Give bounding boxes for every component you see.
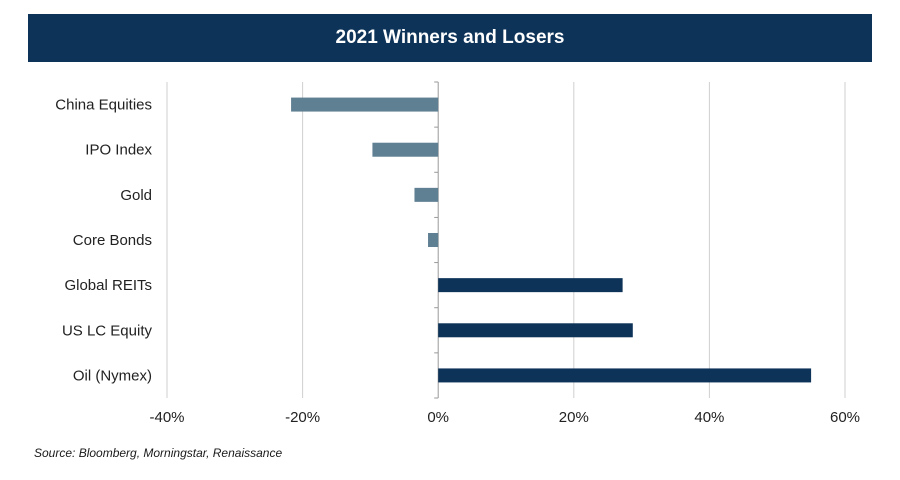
category-label: US LC Equity: [62, 322, 153, 339]
bar: [438, 323, 633, 338]
title-bar: 2021 Winners and Losers: [28, 14, 872, 62]
source-note: Source: Bloomberg, Morningstar, Renaissa…: [34, 446, 283, 460]
bar: [291, 97, 439, 112]
x-tick-label: -40%: [149, 409, 184, 426]
category-label: Core Bonds: [73, 232, 152, 249]
x-tick-label: 60%: [830, 409, 860, 426]
bar: [372, 142, 439, 157]
category-label: China Equities: [55, 97, 152, 114]
x-tick-label: 40%: [694, 409, 724, 426]
bar: [438, 278, 623, 293]
bar: [414, 187, 439, 202]
x-tick-label: 20%: [559, 409, 589, 426]
category-label: IPO Index: [85, 142, 152, 159]
x-tick-label: 0%: [427, 409, 449, 426]
category-label: Gold: [120, 187, 152, 204]
x-tick-label: -20%: [285, 409, 320, 426]
chart-title: 2021 Winners and Losers: [335, 27, 565, 48]
bar: [428, 233, 439, 247]
bar: [438, 368, 812, 383]
category-label: Global REITs: [64, 277, 152, 294]
category-label: Oil (Nymex): [73, 367, 152, 384]
